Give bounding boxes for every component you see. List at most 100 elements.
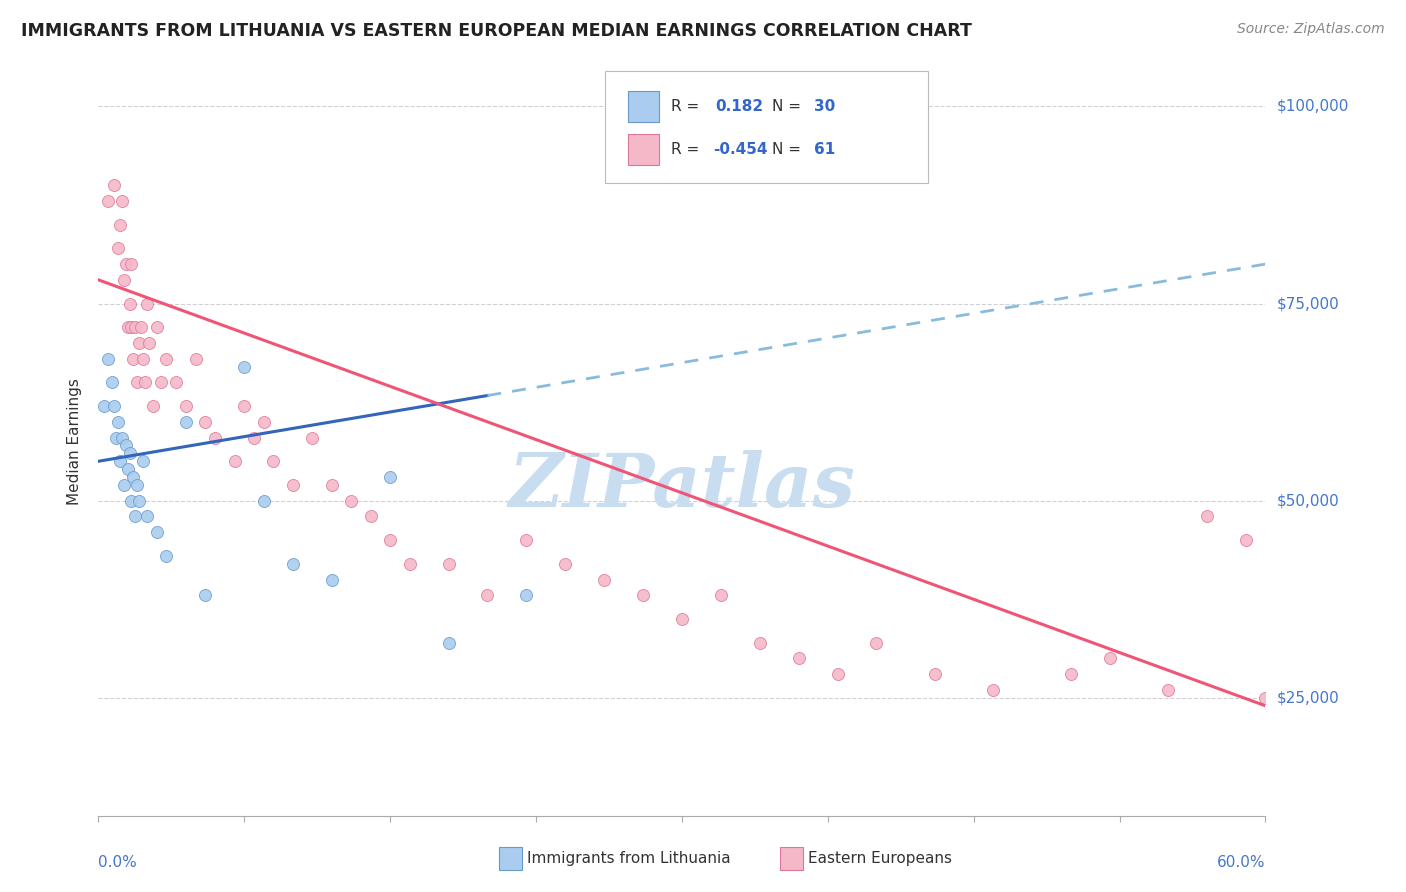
Text: 61: 61 xyxy=(814,142,835,157)
Point xyxy=(155,351,177,366)
Point xyxy=(103,399,125,413)
Point xyxy=(108,218,131,232)
Point xyxy=(194,588,217,602)
Point xyxy=(132,454,155,468)
Point xyxy=(107,415,129,429)
Point xyxy=(103,178,125,193)
Point xyxy=(111,194,134,208)
Point xyxy=(174,399,197,413)
Point xyxy=(122,351,145,366)
Point xyxy=(233,359,256,374)
Point xyxy=(1234,533,1257,548)
Point xyxy=(827,667,849,681)
Text: Eastern Europeans: Eastern Europeans xyxy=(808,851,952,865)
Point xyxy=(118,296,141,310)
Point xyxy=(1195,509,1218,524)
Point xyxy=(111,431,134,445)
Point xyxy=(121,257,143,271)
Point xyxy=(122,470,145,484)
Point xyxy=(224,454,246,468)
Point xyxy=(101,376,124,390)
Text: Immigrants from Lithuania: Immigrants from Lithuania xyxy=(527,851,731,865)
Text: N =: N = xyxy=(772,99,801,114)
Point xyxy=(93,399,115,413)
Point xyxy=(121,493,143,508)
Point xyxy=(117,462,139,476)
Point xyxy=(281,478,304,492)
Text: $50,000: $50,000 xyxy=(1277,493,1340,508)
Text: N =: N = xyxy=(772,142,801,157)
Text: 30: 30 xyxy=(814,99,835,114)
Point xyxy=(142,399,165,413)
Point xyxy=(924,667,946,681)
Point xyxy=(184,351,207,366)
Point xyxy=(253,415,276,429)
Text: R =: R = xyxy=(671,99,699,114)
Point xyxy=(107,241,129,255)
Point xyxy=(1060,667,1083,681)
Point xyxy=(124,509,146,524)
Point xyxy=(243,431,266,445)
Point xyxy=(118,446,141,460)
Text: ZIPatlas: ZIPatlas xyxy=(509,450,855,523)
Point xyxy=(380,470,402,484)
Text: Source: ZipAtlas.com: Source: ZipAtlas.com xyxy=(1237,22,1385,37)
Point xyxy=(515,588,537,602)
Point xyxy=(437,557,460,571)
Point xyxy=(104,431,127,445)
Point xyxy=(515,533,537,548)
Text: $100,000: $100,000 xyxy=(1277,99,1348,114)
Point xyxy=(128,493,150,508)
Point xyxy=(114,438,136,452)
Point xyxy=(136,509,159,524)
Y-axis label: Median Earnings: Median Earnings xyxy=(67,378,83,505)
Point xyxy=(108,454,131,468)
Point xyxy=(1098,651,1121,665)
Point xyxy=(149,376,172,390)
Point xyxy=(477,588,499,602)
Point xyxy=(134,376,156,390)
Text: IMMIGRANTS FROM LITHUANIA VS EASTERN EUROPEAN MEDIAN EARNINGS CORRELATION CHART: IMMIGRANTS FROM LITHUANIA VS EASTERN EUR… xyxy=(21,22,972,40)
Point xyxy=(710,588,733,602)
Text: R =: R = xyxy=(671,142,699,157)
Point xyxy=(136,296,159,310)
Point xyxy=(124,320,146,334)
Point xyxy=(671,612,693,626)
Text: 60.0%: 60.0% xyxy=(1218,855,1265,870)
Point xyxy=(301,431,323,445)
Point xyxy=(593,573,616,587)
Point xyxy=(146,525,169,540)
Point xyxy=(1254,690,1277,705)
Point xyxy=(321,478,343,492)
Point xyxy=(114,257,136,271)
Point xyxy=(380,533,402,548)
Point xyxy=(253,493,276,508)
Point xyxy=(981,683,1004,698)
Point xyxy=(321,573,343,587)
Point xyxy=(146,320,169,334)
Point xyxy=(233,399,256,413)
Text: $75,000: $75,000 xyxy=(1277,296,1340,311)
Point xyxy=(262,454,284,468)
Point xyxy=(204,431,226,445)
Point xyxy=(112,273,135,287)
Point xyxy=(121,320,143,334)
Point xyxy=(127,478,149,492)
Point xyxy=(398,557,420,571)
Point xyxy=(865,635,887,649)
Point xyxy=(281,557,304,571)
Point xyxy=(132,351,155,366)
Point xyxy=(127,376,149,390)
Point xyxy=(97,194,120,208)
Point xyxy=(129,320,152,334)
Point xyxy=(340,493,363,508)
Point xyxy=(155,549,177,563)
Point xyxy=(631,588,654,602)
Point xyxy=(117,320,139,334)
Point xyxy=(174,415,197,429)
Text: 0.182: 0.182 xyxy=(716,99,763,114)
Point xyxy=(112,478,135,492)
Point xyxy=(787,651,810,665)
Point xyxy=(138,335,160,350)
Text: $25,000: $25,000 xyxy=(1277,690,1340,706)
